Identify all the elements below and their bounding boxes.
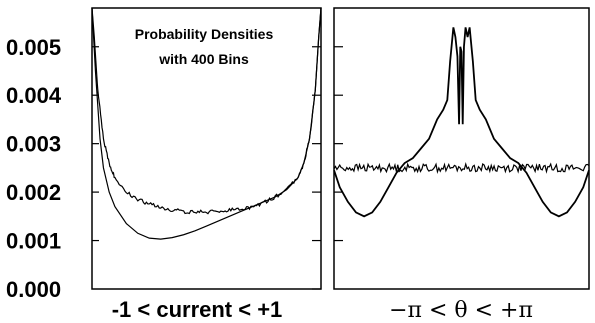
right-series-lines (333, 27, 590, 218)
right-plot-frame (333, 7, 590, 290)
y-tick-label: 0.005 (6, 35, 61, 60)
y-tick-label: 0.000 (6, 277, 61, 302)
right-y-ticks (334, 46, 343, 242)
series-line (91, 7, 322, 240)
y-tick-label: 0.003 (6, 132, 61, 157)
left-series-lines (91, 7, 322, 240)
left-plot-frame (91, 7, 322, 290)
left-x-axis-label: -1 < current < +1 (112, 297, 283, 322)
series-line (333, 161, 590, 174)
series-line (333, 27, 590, 218)
y-tick-label: 0.002 (6, 180, 61, 205)
right-chart: −π < θ < +π (333, 7, 590, 323)
left-chart: 0.000 0.001 0.002 0.003 0.004 0.005 Probabili… (6, 7, 322, 322)
y-tick-label: 0.004 (6, 83, 62, 108)
y-tick-label: 0.001 (6, 229, 61, 254)
annotation-line-2: with 400 Bins (158, 51, 249, 67)
left-y-ticks (92, 46, 321, 290)
left-y-tick-labels: 0.000 0.001 0.002 0.003 0.004 0.005 (6, 35, 62, 302)
annotation-line-1: Probability Densities (135, 26, 274, 42)
right-x-axis-label: −π < θ < +π (389, 298, 533, 323)
